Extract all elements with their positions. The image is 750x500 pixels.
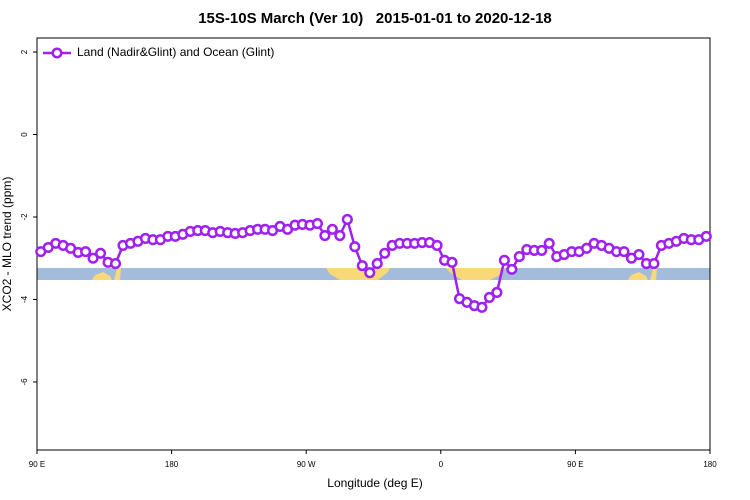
data-point [109, 258, 122, 270]
data-point [513, 251, 525, 263]
data-point [379, 247, 391, 259]
x-tick-label: 180 [165, 460, 179, 469]
data-point [491, 286, 503, 299]
data-point [349, 241, 361, 253]
data-point [326, 223, 338, 235]
land-australia-east-2 [650, 268, 657, 280]
data-point [476, 301, 488, 313]
y-tick-label: -6 [20, 378, 29, 386]
data-point [311, 218, 323, 230]
data-point [446, 256, 458, 268]
x-tick-label: 90 W [297, 460, 316, 469]
data-point [80, 246, 92, 258]
plot-frame [36, 37, 711, 451]
data-point [648, 258, 660, 270]
data-point [581, 242, 593, 254]
y-tick-label: -2 [20, 213, 29, 221]
y-axis-label: XCO2 - MLO trend (ppm) [0, 177, 14, 312]
x-tick-label: 90 E [29, 460, 45, 469]
data-point [341, 213, 353, 226]
data-point [506, 263, 518, 275]
data-point [618, 246, 630, 258]
y-tick-label: -4 [20, 295, 29, 303]
data-point [319, 229, 331, 242]
x-tick-label: 180 [703, 460, 717, 469]
land-australia-east [114, 268, 121, 280]
data-point [334, 229, 346, 242]
x-tick-label: 0 [439, 460, 444, 469]
legend-marker [51, 47, 63, 59]
data-point [356, 260, 368, 272]
data-point [543, 237, 555, 249]
data-point [364, 267, 376, 279]
land-australia-west [92, 272, 112, 280]
data-point [95, 247, 107, 259]
land-australia-west-2 [628, 272, 648, 280]
data-point [633, 248, 645, 261]
data-point [536, 244, 548, 256]
data-point [700, 230, 712, 242]
x-axis-label: Longitude (deg E) [327, 476, 422, 490]
data-point [483, 291, 495, 303]
data-point [431, 239, 443, 251]
y-tick-label: 0 [20, 132, 29, 137]
data-point [87, 252, 99, 264]
y-tick-label: 2 [20, 49, 29, 54]
chart-title: 15S-10S March (Ver 10) 2015-01-01 to 202… [198, 10, 552, 27]
land-africa [446, 268, 505, 280]
x-tick-label: 90 E [567, 460, 583, 469]
data-point [498, 254, 510, 266]
legend-label: Land (Nadir&Glint) and Ocean (Glint) [77, 45, 274, 59]
data-point [371, 258, 383, 270]
